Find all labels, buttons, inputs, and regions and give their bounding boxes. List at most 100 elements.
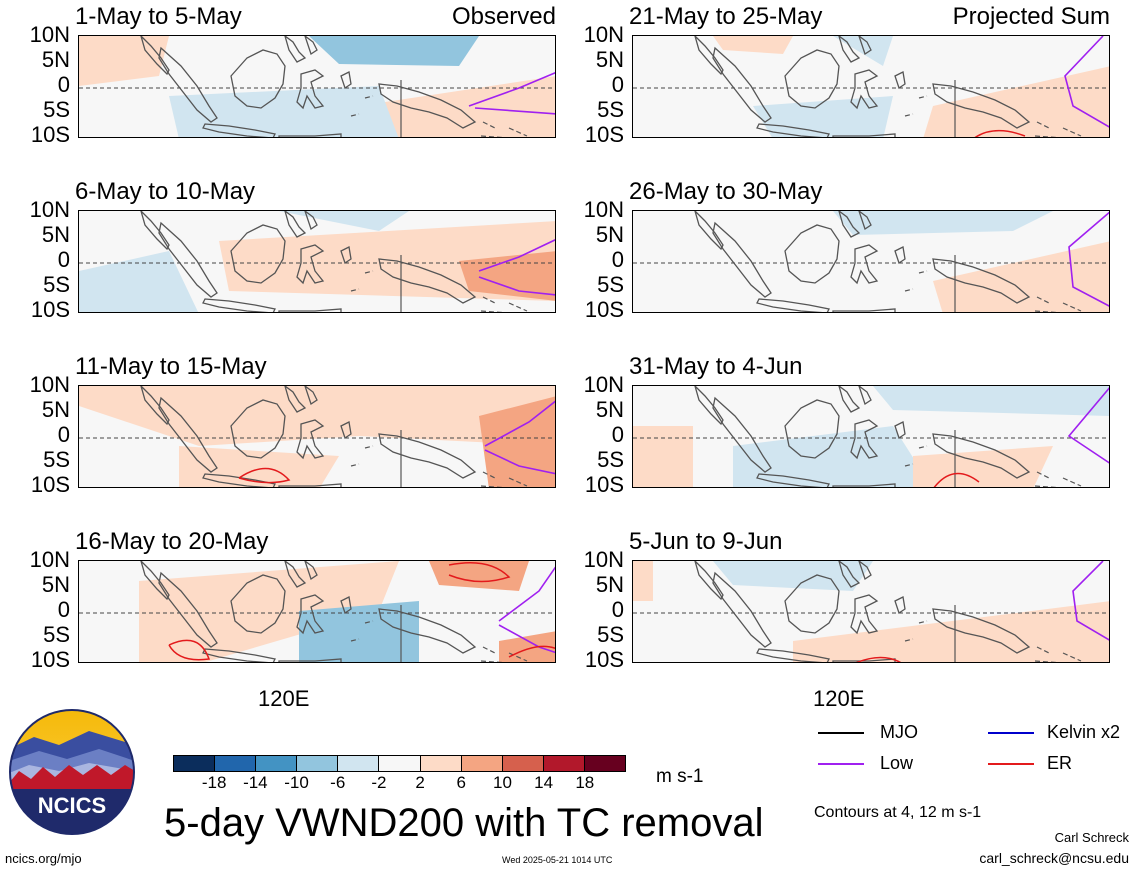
main-title: 5-day VWND200 with TC removal	[164, 801, 764, 845]
colorbar-tick-label: 14	[534, 773, 554, 792]
colorbar-swatch	[501, 756, 543, 771]
p2-lat-label: 10N	[29, 197, 70, 222]
p2-lat-label: 5N	[41, 222, 70, 247]
p1-lat-label: 0	[57, 72, 70, 97]
p1-lat-label: 5N	[41, 47, 70, 72]
p8-map-svg	[633, 561, 1109, 662]
legend-low-swatch	[818, 763, 864, 765]
p5-lat-label: 5N	[595, 47, 624, 72]
colorbar-swatch	[337, 756, 379, 771]
colorbar-swatch	[214, 756, 256, 771]
p8-lat-label: 10S	[584, 647, 624, 672]
p4-lat-label: 10N	[29, 547, 70, 572]
colorbar-tick-label: 10	[492, 773, 512, 792]
p7-map	[632, 385, 1110, 488]
site-url[interactable]: ncics.org/mjo	[5, 851, 82, 866]
author-name: Carl Schreck	[1054, 830, 1129, 845]
p2-map	[78, 210, 556, 313]
p5-tag: Projected Sum	[952, 3, 1110, 30]
p3-lat-label: 5S	[43, 447, 70, 472]
colorbar-swatch	[296, 756, 338, 771]
p7-map-svg	[633, 386, 1109, 487]
p2-map-svg	[79, 211, 555, 312]
contours-note: Contours at 4, 12 m s-1	[814, 804, 982, 821]
p8-lat-label: 10N	[583, 547, 624, 572]
colorbar-swatch	[378, 756, 420, 771]
p1-map	[78, 35, 556, 138]
colorbar-swatch	[174, 756, 215, 771]
colorbar-units: m s-1	[656, 766, 704, 787]
colorbar-tick-label: 2	[415, 773, 425, 792]
p6-lat-label: 10S	[584, 297, 624, 322]
lon-label-left: 120E	[258, 686, 310, 711]
legend-kelvin-swatch	[988, 732, 1034, 734]
p2-title: 6-May to 10-May	[75, 178, 256, 205]
p1-lat-label: 10S	[30, 122, 70, 147]
p7-lat-label: 5N	[595, 397, 624, 422]
colorbar-tick-label: -2	[371, 773, 387, 792]
p3-title: 11-May to 15-May	[75, 353, 267, 380]
p1-map-svg	[79, 36, 555, 137]
p3-lat-label: 0	[57, 422, 70, 447]
p3-map	[78, 385, 556, 488]
logo-text: NCICS	[38, 793, 106, 818]
p5-map	[632, 35, 1110, 138]
p6-title: 26-May to 30-May	[629, 178, 823, 205]
author-email: carl_schreck@ncsu.edu	[979, 850, 1129, 866]
p5-lat-label: 5S	[597, 97, 624, 122]
p6-lat-label: 0	[611, 247, 624, 272]
p3-lat-label: 10N	[29, 372, 70, 397]
colorbar-tick-label: -14	[243, 773, 268, 792]
legend-er-label: ER	[1047, 753, 1073, 773]
p1-title: 1-May to 5-May	[75, 3, 242, 30]
colorbar	[173, 755, 626, 772]
p3-map-svg	[79, 386, 555, 487]
legend-er-swatch	[988, 763, 1034, 765]
p4-lat-label: 5S	[43, 622, 70, 647]
p3-lat-label: 10S	[30, 472, 70, 497]
p8-lat-label: 5S	[597, 622, 624, 647]
p7-lat-label: 0	[611, 422, 624, 447]
colorbar-tick-label: -18	[201, 773, 227, 792]
colorbar-swatch	[583, 756, 626, 771]
legend-mjo-label: MJO	[880, 722, 918, 742]
p5-map-svg	[633, 36, 1109, 137]
p7-title: 31-May to 4-Jun	[629, 353, 803, 380]
colorbar-tick-label: 6	[456, 773, 466, 792]
lon-label-right: 120E	[813, 686, 865, 711]
p1-tag: Observed	[451, 3, 556, 30]
p4-lat-label: 10S	[30, 647, 70, 672]
p6-map-svg	[633, 211, 1109, 312]
colorbar-tick-label: -6	[330, 773, 346, 792]
p4-title: 16-May to 20-May	[75, 528, 269, 555]
ncics-logo: NCICS	[9, 709, 135, 835]
p3-lat-label: 5N	[41, 397, 70, 422]
legend-kelvin-label: Kelvin x2	[1047, 722, 1121, 742]
p6-lat-label: 5S	[597, 272, 624, 297]
legend-low-label: Low	[880, 753, 914, 773]
p8-lat-label: 5N	[595, 572, 624, 597]
p5-title: 21-May to 25-May	[629, 3, 823, 30]
colorbar-swatch	[419, 756, 461, 771]
p2-lat-label: 0	[57, 247, 70, 272]
p4-lat-label: 0	[57, 597, 70, 622]
p8-map	[632, 560, 1110, 663]
p2-lat-label: 5S	[43, 272, 70, 297]
colorbar-swatch	[255, 756, 297, 771]
p7-lat-label: 5S	[597, 447, 624, 472]
p8-lat-label: 0	[611, 597, 624, 622]
p8-title: 5-Jun to 9-Jun	[629, 528, 783, 555]
p6-map	[632, 210, 1110, 313]
p7-lat-label: 10S	[584, 472, 624, 497]
p2-lat-label: 10S	[30, 297, 70, 322]
p7-lat-label: 10N	[583, 372, 624, 397]
p5-lat-label: 10N	[583, 22, 624, 47]
p5-lat-label: 0	[611, 72, 624, 97]
colorbar-swatch	[542, 756, 584, 771]
colorbar-swatch	[460, 756, 502, 771]
p6-lat-label: 10N	[583, 197, 624, 222]
legend-mjo-swatch	[818, 732, 864, 734]
p4-lat-label: 5N	[41, 572, 70, 597]
colorbar-tick-label: 18	[575, 773, 595, 792]
p6-lat-label: 5N	[595, 222, 624, 247]
